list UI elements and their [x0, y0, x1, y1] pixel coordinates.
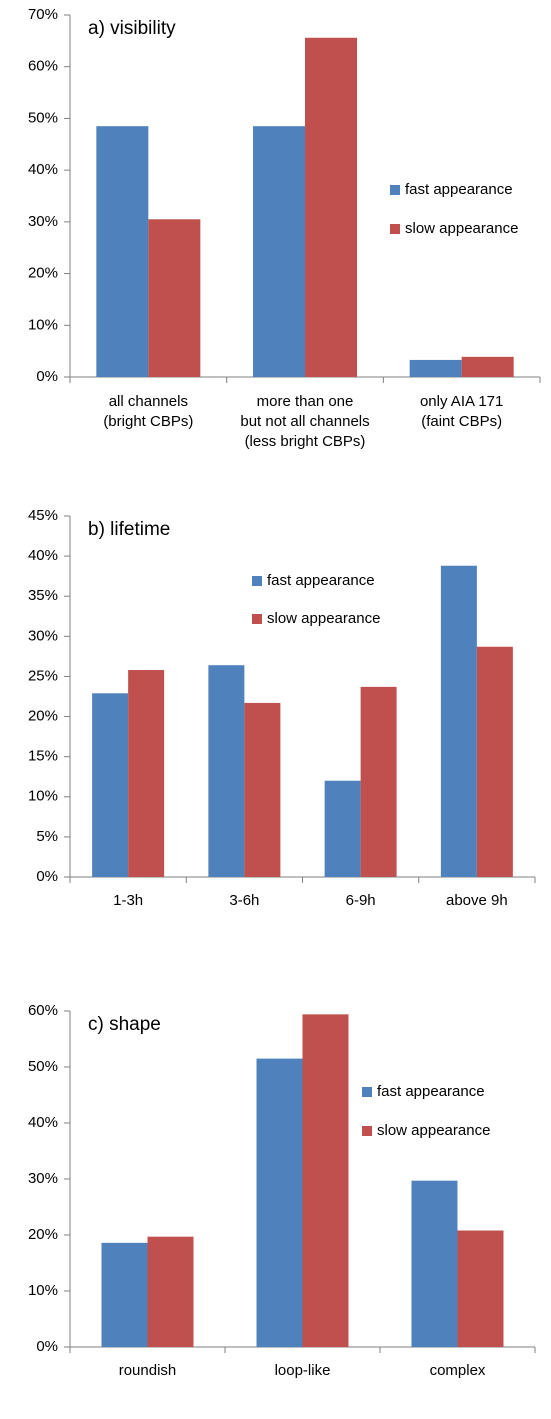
bar [440, 565, 477, 877]
x-tick-label: only AIA 171 (faint CBPs) [419, 393, 504, 430]
y-tick-label: 50% [28, 109, 58, 126]
legend-label: slow appearance [267, 610, 380, 627]
legend-label: fast appearance [377, 1083, 485, 1100]
x-tick-label: above 9h [446, 892, 508, 909]
bar [256, 1058, 303, 1347]
bar [147, 1236, 194, 1347]
y-tick-label: 10% [28, 788, 58, 805]
y-tick-label: 0% [36, 368, 58, 385]
x-tick-label: 6-9h [345, 892, 376, 909]
y-tick-label: 10% [28, 316, 58, 333]
bar [128, 670, 165, 877]
x-tick-label: all channels (bright CBPs) [103, 393, 194, 430]
bar [253, 126, 305, 377]
bar [148, 219, 201, 377]
y-tick-label: 35% [28, 587, 58, 604]
bar [411, 1180, 458, 1347]
y-tick-label: 20% [28, 708, 58, 725]
y-tick-label: 70% [28, 6, 58, 23]
chart-title: b) lifetime [88, 519, 170, 540]
bar [476, 646, 513, 877]
legend-swatch [390, 185, 400, 195]
bar [461, 356, 514, 377]
y-tick-label: 10% [28, 1282, 58, 1299]
legend-label: fast appearance [405, 181, 513, 198]
y-tick-label: 50% [28, 1058, 58, 1075]
bar [457, 1230, 504, 1347]
y-tick-label: 40% [28, 1114, 58, 1131]
bar [208, 665, 245, 877]
bar [101, 1242, 148, 1347]
y-tick-label: 0% [36, 868, 58, 885]
bar [244, 702, 281, 877]
x-tick-label: 3-6h [229, 892, 260, 909]
y-tick-label: 60% [28, 1002, 58, 1019]
y-tick-label: 40% [28, 547, 58, 564]
legend-swatch [252, 614, 262, 624]
chart-title: a) visibility [88, 18, 176, 39]
bar [409, 359, 462, 377]
bar [360, 686, 397, 877]
y-tick-label: 45% [28, 507, 58, 524]
x-tick-label: complex [429, 1362, 486, 1379]
bar [324, 780, 361, 877]
legend-swatch [362, 1126, 372, 1136]
legend-swatch [362, 1087, 372, 1097]
chart-title: c) shape [88, 1014, 161, 1035]
legend-swatch [390, 224, 400, 234]
y-tick-label: 0% [36, 1338, 58, 1355]
y-tick-label: 20% [28, 1226, 58, 1243]
legend-label: slow appearance [377, 1122, 490, 1139]
bar [305, 37, 357, 378]
x-tick-label: roundish [118, 1362, 177, 1379]
y-tick-label: 30% [28, 627, 58, 644]
bar [96, 126, 149, 377]
x-tick-label: more than one but not all channels (less… [240, 393, 370, 450]
y-tick-label: 20% [28, 265, 58, 282]
bar [92, 693, 129, 877]
y-tick-label: 40% [28, 161, 58, 178]
y-tick-label: 15% [28, 748, 58, 765]
y-tick-label: 30% [28, 213, 58, 230]
y-tick-label: 25% [28, 667, 58, 684]
bar [302, 1014, 349, 1347]
x-tick-label: 1-3h [113, 892, 144, 909]
y-tick-label: 60% [28, 58, 58, 75]
legend-label: slow appearance [405, 220, 518, 237]
legend-swatch [252, 576, 262, 586]
y-tick-label: 5% [36, 828, 58, 845]
x-tick-label: loop-like [274, 1362, 331, 1379]
y-tick-label: 30% [28, 1170, 58, 1187]
legend-label: fast appearance [267, 572, 375, 589]
